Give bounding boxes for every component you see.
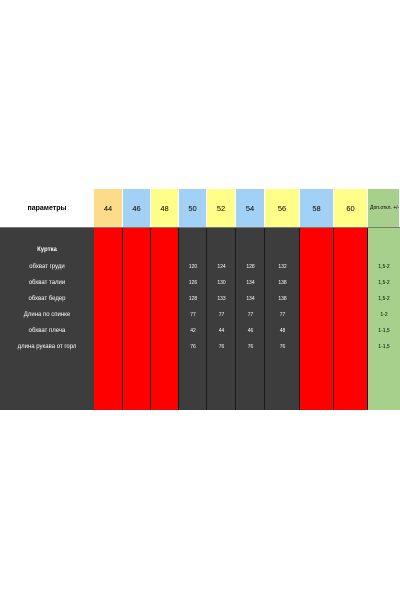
table-cell: 46 bbox=[247, 328, 254, 334]
size-column-60 bbox=[334, 228, 368, 410]
size-column-52 bbox=[207, 228, 236, 410]
row-label: Длина по спинке bbox=[23, 312, 71, 318]
row-label: длина рукава от горл bbox=[17, 344, 77, 350]
table-cell: 76 bbox=[218, 344, 225, 350]
tolerance-cell: 1-1,5 bbox=[378, 328, 390, 334]
size-column-50 bbox=[179, 228, 207, 410]
table-cell: 126 bbox=[188, 280, 198, 286]
size-column-46 bbox=[123, 228, 151, 410]
size-column-48 bbox=[151, 228, 179, 410]
table-cell: 134 bbox=[246, 280, 255, 286]
table-cell: 132 bbox=[278, 264, 287, 270]
size-header-46: 46 bbox=[123, 189, 151, 227]
size-header-60: 60 bbox=[334, 189, 368, 227]
size-header-50: 50 bbox=[179, 189, 207, 227]
table-cell: 124 bbox=[217, 264, 226, 270]
header-divider bbox=[0, 227, 400, 228]
size-column-44 bbox=[94, 228, 123, 410]
size-header-58: 58 bbox=[300, 189, 334, 227]
size-column-54 bbox=[236, 228, 265, 410]
table-cell: 48 bbox=[279, 328, 286, 334]
table-cell: 138 bbox=[278, 280, 287, 286]
row-label: обхват груди bbox=[29, 264, 65, 270]
tolerance-cell: 1-2 bbox=[380, 312, 388, 318]
section-title: Куртка bbox=[37, 247, 57, 253]
tolerance-cell: 1,5-2 bbox=[378, 264, 390, 270]
table-cell: 42 bbox=[190, 328, 196, 334]
table-cell: 44 bbox=[218, 328, 225, 334]
tolerance-header: Доп.откл. +/- bbox=[368, 189, 400, 227]
table-cell: 130 bbox=[217, 280, 226, 286]
params-header: параметры bbox=[27, 204, 67, 212]
table-cell: 76 bbox=[279, 344, 286, 350]
row-label: обхват плеча bbox=[28, 328, 66, 334]
size-header-48: 48 bbox=[151, 189, 179, 227]
table-cell: 77 bbox=[279, 312, 286, 318]
table-cell: 76 bbox=[247, 344, 254, 350]
table-cell: 77 bbox=[190, 312, 196, 318]
table-cell: 133 bbox=[217, 296, 226, 302]
table-cell: 77 bbox=[218, 312, 225, 318]
row-label: обхват талии bbox=[28, 280, 66, 286]
table-cell: 76 bbox=[190, 344, 196, 350]
tolerance-column bbox=[368, 228, 400, 410]
size-header-44: 44 bbox=[94, 189, 123, 227]
table-cell: 138 bbox=[278, 296, 287, 302]
table-cell: 134 bbox=[246, 296, 255, 302]
table-cell: 128 bbox=[188, 296, 198, 302]
tolerance-cell: 1-1,5 bbox=[378, 344, 390, 350]
table-cell: 120 bbox=[188, 264, 198, 270]
size-header-52: 52 bbox=[207, 189, 236, 227]
size-column-58 bbox=[300, 228, 334, 410]
size-header-54: 54 bbox=[236, 189, 265, 227]
size-column-56 bbox=[265, 228, 300, 410]
row-label: обхват бедер bbox=[28, 296, 66, 302]
table-cell: 128 bbox=[246, 264, 255, 270]
size-header-56: 56 bbox=[265, 189, 300, 227]
tolerance-cell: 1,5-2 bbox=[378, 280, 390, 286]
table-cell: 77 bbox=[247, 312, 254, 318]
parameter-labels-column bbox=[0, 228, 94, 410]
tolerance-cell: 1,5-2 bbox=[378, 296, 390, 302]
